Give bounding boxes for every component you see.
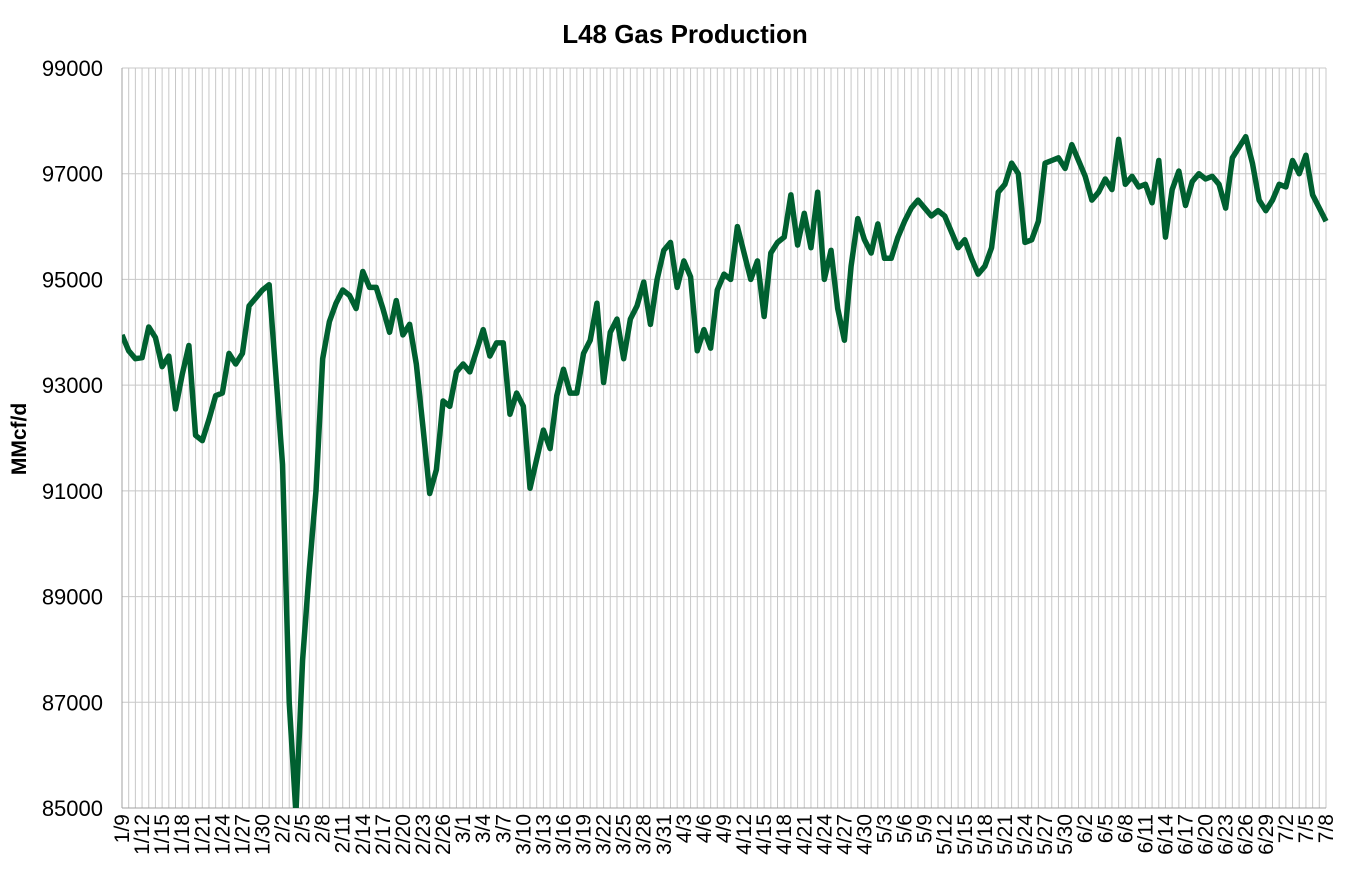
x-tick-label: 3/31	[653, 814, 676, 855]
x-tick-label: 5/15	[954, 814, 977, 855]
x-tick-label: 6/11	[1134, 814, 1157, 853]
x-tick-label: 3/28	[633, 814, 656, 855]
x-tick-label: 5/21	[994, 814, 1017, 855]
y-axis-label: MMcf/d	[8, 403, 31, 475]
x-tick-label: 1/21	[191, 814, 214, 855]
x-tick-label: 2/8	[312, 814, 335, 843]
x-tick-label: 5/18	[974, 814, 997, 855]
x-tick-label: 3/22	[593, 814, 616, 855]
x-tick-label: 6/26	[1235, 814, 1258, 855]
x-tick-label: 3/1	[452, 814, 475, 843]
x-tick-label: 4/9	[713, 814, 736, 843]
x-tick-label: 2/5	[292, 814, 315, 843]
y-tick-label: 99000	[42, 56, 103, 81]
x-tick-label: 3/25	[613, 814, 636, 855]
chart-title: L48 Gas Production	[562, 19, 808, 49]
x-tick-label: 5/6	[894, 814, 917, 843]
x-tick-label: 4/27	[833, 814, 856, 855]
x-tick-label: 2/20	[392, 814, 415, 855]
x-tick-label: 6/29	[1255, 814, 1278, 855]
y-tick-label: 85000	[42, 796, 103, 821]
y-tick-label: 97000	[42, 162, 103, 187]
x-tick-label: 4/15	[753, 814, 776, 855]
x-tick-label: 3/7	[492, 814, 515, 843]
x-tick-label: 2/26	[432, 814, 455, 855]
y-tick-label: 93000	[42, 373, 103, 398]
x-tick-label: 7/5	[1295, 814, 1318, 843]
x-tick-labels: 1/91/121/151/181/211/241/271/302/22/52/8…	[111, 814, 1338, 855]
y-tick-labels: 85000 87000 89000 91000 93000 95000 97000 99000	[42, 56, 103, 821]
x-tick-label: 2/14	[352, 814, 375, 855]
x-tick-label: 1/24	[211, 814, 234, 855]
series-line-1	[122, 133, 1329, 808]
x-tick-label: 6/5	[1094, 814, 1117, 843]
x-tick-label: 3/4	[472, 814, 495, 844]
x-tick-label: 3/13	[532, 814, 555, 855]
x-tick-label: 3/10	[512, 814, 535, 855]
x-tick-label: 1/15	[151, 814, 174, 855]
x-tick-label: 4/3	[673, 814, 696, 843]
x-tick-label: 1/18	[171, 814, 194, 855]
y-tick-label: 95000	[42, 267, 103, 292]
x-tick-label: 1/30	[251, 814, 274, 855]
x-tick-label: 5/9	[914, 814, 937, 843]
x-tick-label: 4/30	[853, 814, 876, 855]
y-tick-label: 87000	[42, 690, 103, 715]
axes	[121, 68, 1326, 809]
x-tick-label: 5/3	[874, 814, 897, 843]
x-tick-label: 4/18	[773, 814, 796, 855]
x-tick-label: 5/24	[1014, 814, 1037, 855]
x-tick-label: 1/12	[131, 814, 154, 855]
x-tick-label: 6/2	[1074, 814, 1097, 843]
x-tick-label: 6/14	[1154, 814, 1177, 855]
x-tick-label: 4/24	[813, 814, 836, 855]
x-tick-label: 6/8	[1114, 814, 1137, 843]
x-tick-label: 5/12	[934, 814, 957, 855]
y-tick-label: 89000	[42, 585, 103, 610]
x-tick-label: 4/21	[793, 814, 816, 855]
x-tick-label: 6/20	[1195, 814, 1218, 855]
x-tick-label: 2/23	[412, 814, 435, 855]
x-tick-label: 4/6	[693, 814, 716, 843]
x-tick-label: 7/8	[1315, 814, 1338, 843]
x-tick-label: 6/17	[1175, 814, 1198, 855]
x-tick-label: 6/23	[1215, 814, 1238, 855]
x-tick-label: 5/30	[1054, 814, 1077, 855]
y-tick-label: 91000	[42, 479, 103, 504]
x-tick-label: 2/17	[372, 814, 395, 855]
series-layer	[122, 133, 1329, 808]
x-tick-label: 3/16	[552, 814, 575, 855]
x-tick-label: 5/27	[1034, 814, 1057, 855]
x-tick-label: 3/19	[573, 814, 596, 855]
x-tick-label: 1/9	[111, 814, 134, 843]
x-tick-label: 4/12	[733, 814, 756, 855]
x-tick-label: 7/2	[1275, 814, 1298, 843]
x-tick-label: 2/2	[272, 814, 295, 843]
x-tick-label: 2/11	[332, 814, 355, 853]
x-tick-label: 1/27	[231, 814, 254, 855]
